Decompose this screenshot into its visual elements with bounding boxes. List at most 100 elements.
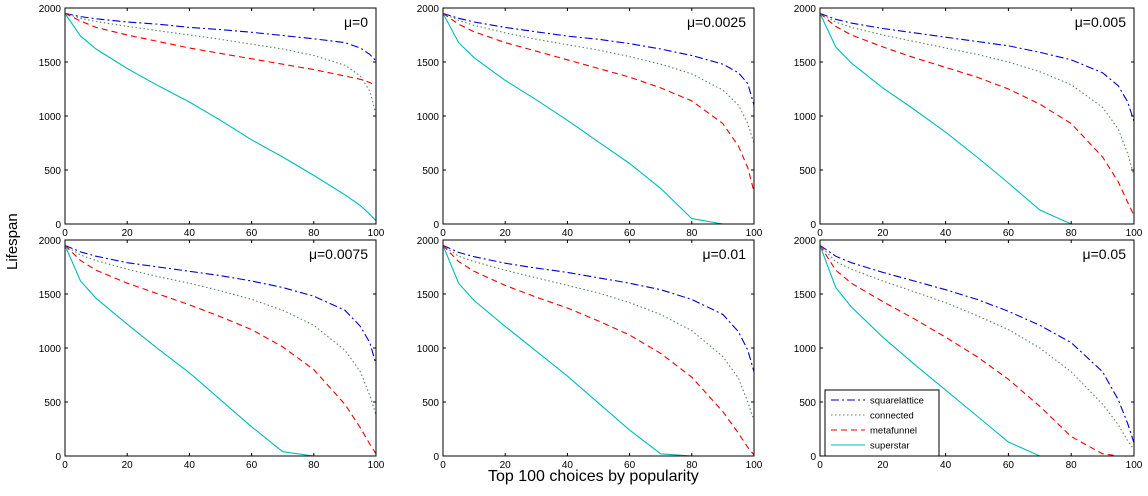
y-axis-label-container: Lifespan <box>4 200 24 290</box>
y-tick-label: 500 <box>799 166 816 177</box>
y-tick-label: 0 <box>55 452 61 463</box>
x-tick-label: 20 <box>122 460 134 471</box>
series-line-metafunnel <box>819 245 1134 457</box>
x-tick-label: 80 <box>686 460 698 471</box>
series-line-superstar <box>442 245 754 457</box>
y-axis-label: Lifespan <box>4 213 21 270</box>
subplot-title: μ=0.01 <box>703 246 747 262</box>
subplot-title: μ=0 <box>344 14 368 30</box>
y-tick-label: 1000 <box>417 112 440 123</box>
x-tick-label: 20 <box>500 460 512 471</box>
series-line-connected <box>442 244 755 421</box>
x-tick-label: 20 <box>500 228 512 239</box>
x-tick-label: 100 <box>368 228 385 239</box>
y-tick-label: 1500 <box>39 290 62 301</box>
y-tick-label: 1500 <box>417 290 440 301</box>
x-tick-label: 0 <box>62 228 68 239</box>
y-tick-label: 2000 <box>417 236 440 247</box>
x-axis-label: Top 100 choices by popularity <box>488 468 699 485</box>
x-tick-label: 20 <box>122 228 134 239</box>
x-tick-label: 60 <box>246 228 258 239</box>
series-line-squarelattice <box>64 12 377 62</box>
y-tick-label: 2000 <box>39 4 62 15</box>
y-tick-label: 500 <box>422 166 439 177</box>
y-tick-label: 2000 <box>417 4 440 15</box>
x-tick-label: 80 <box>308 228 320 239</box>
series-line-connected <box>819 12 1135 176</box>
series-line-metafunnel <box>64 245 377 455</box>
y-tick-label: 0 <box>810 452 816 463</box>
legend-label-squarelattice: squarelattice <box>870 396 924 407</box>
y-tick-label: 0 <box>433 452 439 463</box>
x-tick-label: 100 <box>746 460 763 471</box>
y-tick-label: 500 <box>422 398 439 409</box>
series-line-metafunnel <box>64 12 377 87</box>
y-tick-label: 500 <box>44 398 61 409</box>
y-tick-label: 0 <box>433 220 439 231</box>
x-tick-label: 40 <box>940 460 952 471</box>
y-tick-label: 500 <box>44 166 61 177</box>
y-tick-label: 2000 <box>794 4 817 15</box>
series-line-superstar <box>64 245 376 457</box>
y-tick-label: 2000 <box>39 236 62 247</box>
y-tick-label: 1000 <box>39 344 62 355</box>
x-tick-label: 60 <box>624 460 636 471</box>
y-tick-label: 1000 <box>794 344 817 355</box>
subplot-6: 0 20 40 60 80 1000500100015002000μ=0.05square… <box>794 236 1143 471</box>
series-line-superstar <box>64 13 377 222</box>
series-line-squarelattice <box>819 12 1135 122</box>
series-line-metafunnel <box>442 245 755 456</box>
x-tick-label: 40 <box>562 460 574 471</box>
series-line-squarelattice <box>442 244 755 372</box>
subplot-title: μ=0.0025 <box>687 14 746 30</box>
subplot-title: μ=0.05 <box>1083 246 1127 262</box>
series-line-connected <box>442 12 755 144</box>
axes-frame <box>442 7 755 225</box>
x-tick-label: 20 <box>877 460 889 471</box>
series-line-superstar <box>819 13 1134 225</box>
axes-frame <box>442 239 755 457</box>
x-tick-label: 60 <box>1003 228 1015 239</box>
x-tick-label: 100 <box>368 460 385 471</box>
series-line-squarelattice <box>64 244 377 365</box>
x-tick-label: 80 <box>308 460 320 471</box>
series-line-squarelattice <box>442 12 755 106</box>
x-tick-label: 0 <box>817 228 823 239</box>
x-tick-label: 40 <box>940 228 952 239</box>
x-tick-label: 100 <box>1126 228 1143 239</box>
x-tick-label: 80 <box>1066 228 1078 239</box>
subplot-title: μ=0.005 <box>1075 14 1126 30</box>
legend-label-superstar: superstar <box>870 441 910 452</box>
x-tick-label: 40 <box>184 460 196 471</box>
legend-label-connected: connected <box>870 411 914 422</box>
series-line-metafunnel <box>819 12 1135 216</box>
series-line-squarelattice <box>819 244 1135 444</box>
series-line-connected <box>64 244 377 416</box>
y-tick-label: 500 <box>799 398 816 409</box>
x-tick-label: 0 <box>440 460 446 471</box>
y-tick-label: 1500 <box>39 58 62 69</box>
y-tick-label: 1500 <box>794 290 817 301</box>
x-tick-label: 80 <box>1066 460 1078 471</box>
x-tick-label: 20 <box>877 228 889 239</box>
x-tick-label: 60 <box>1003 460 1015 471</box>
series-line-connected <box>64 12 377 114</box>
x-tick-label: 0 <box>817 460 823 471</box>
y-tick-label: 2000 <box>794 236 817 247</box>
series-line-superstar <box>442 13 754 225</box>
x-tick-label: 0 <box>62 460 68 471</box>
y-tick-label: 1000 <box>39 112 62 123</box>
x-tick-label: 60 <box>246 460 258 471</box>
axes-frame <box>64 239 377 457</box>
x-tick-label: 100 <box>1126 460 1143 471</box>
y-tick-label: 0 <box>55 220 61 231</box>
x-tick-label: 40 <box>562 228 574 239</box>
x-tick-label: 60 <box>624 228 636 239</box>
y-tick-label: 1000 <box>794 112 817 123</box>
x-tick-label: 100 <box>746 228 763 239</box>
